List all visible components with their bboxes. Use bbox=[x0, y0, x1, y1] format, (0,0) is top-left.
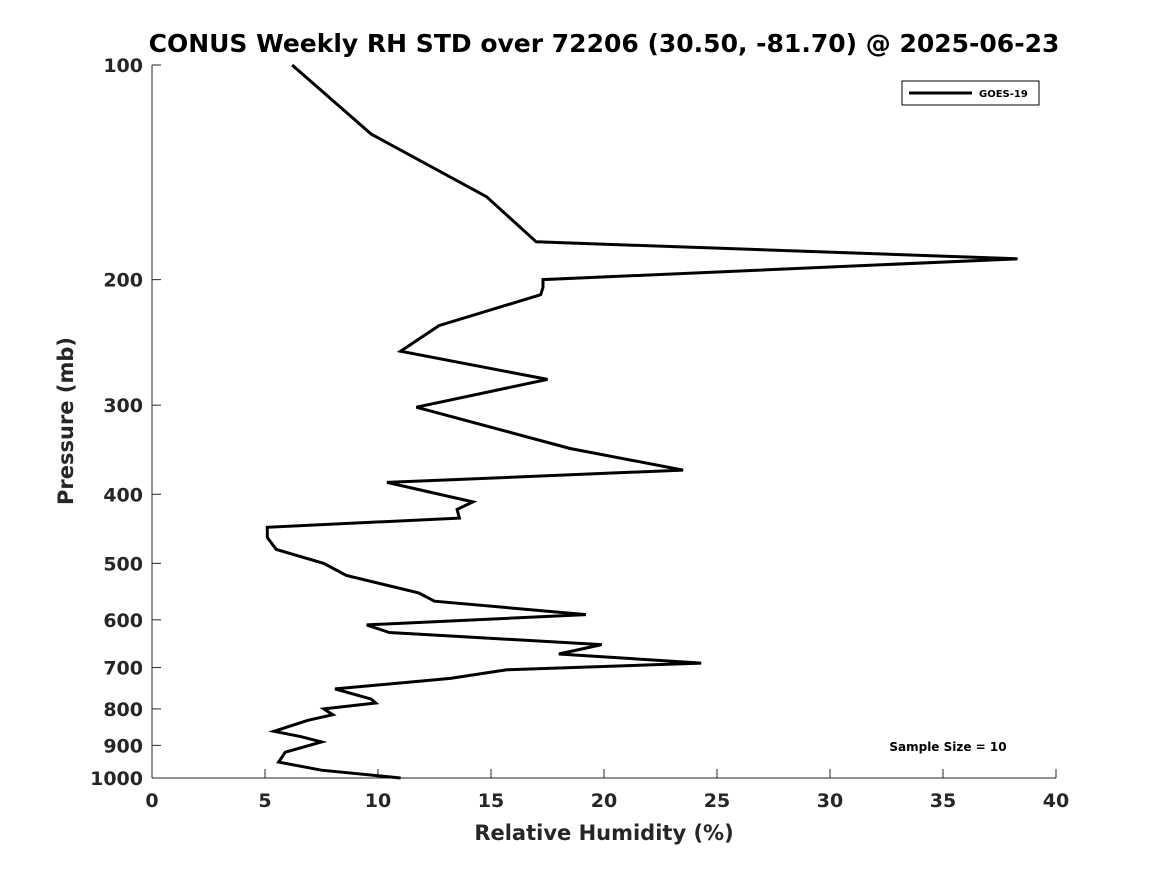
x-tick-label: 5 bbox=[258, 790, 271, 812]
legend-label-goes-19: GOES-19 bbox=[979, 89, 1028, 100]
y-ticks: 100 200 300 400 500 600 700 800 900 1000 bbox=[90, 55, 161, 790]
x-tick-label: 10 bbox=[365, 790, 391, 812]
series-line-goes-19 bbox=[265, 63, 1018, 780]
sample-size-annotation: Sample Size = 10 bbox=[889, 740, 1006, 754]
x-tick-label: 30 bbox=[817, 790, 843, 812]
x-tick-label: 20 bbox=[591, 790, 617, 812]
legend: GOES-19 bbox=[901, 80, 1040, 106]
y-tick-label: 700 bbox=[103, 658, 143, 680]
y-axis-label: Pressure (mb) bbox=[54, 337, 78, 505]
y-tick-label: 600 bbox=[103, 610, 143, 632]
y-tick-label: 500 bbox=[103, 553, 143, 575]
y-tick-label: 400 bbox=[103, 484, 143, 506]
y-tick-label: 900 bbox=[103, 735, 143, 757]
y-tick-label: 200 bbox=[103, 270, 143, 292]
x-tick-label: 25 bbox=[704, 790, 730, 812]
x-tick-label: 35 bbox=[930, 790, 956, 812]
y-tick-label: 1000 bbox=[90, 768, 143, 790]
y-tick-label: 100 bbox=[103, 55, 143, 77]
x-tick-label: 0 bbox=[145, 790, 158, 812]
x-tick-label: 15 bbox=[478, 790, 504, 812]
x-ticks: 0 5 10 15 20 25 30 35 40 bbox=[145, 769, 1069, 812]
x-axis-label: Relative Humidity (%) bbox=[474, 821, 733, 845]
y-tick-label: 800 bbox=[103, 699, 143, 721]
y-tick-label: 300 bbox=[103, 395, 143, 417]
x-tick-label: 40 bbox=[1043, 790, 1069, 812]
chart-title: CONUS Weekly RH STD over 72206 (30.50, -… bbox=[149, 29, 1060, 58]
